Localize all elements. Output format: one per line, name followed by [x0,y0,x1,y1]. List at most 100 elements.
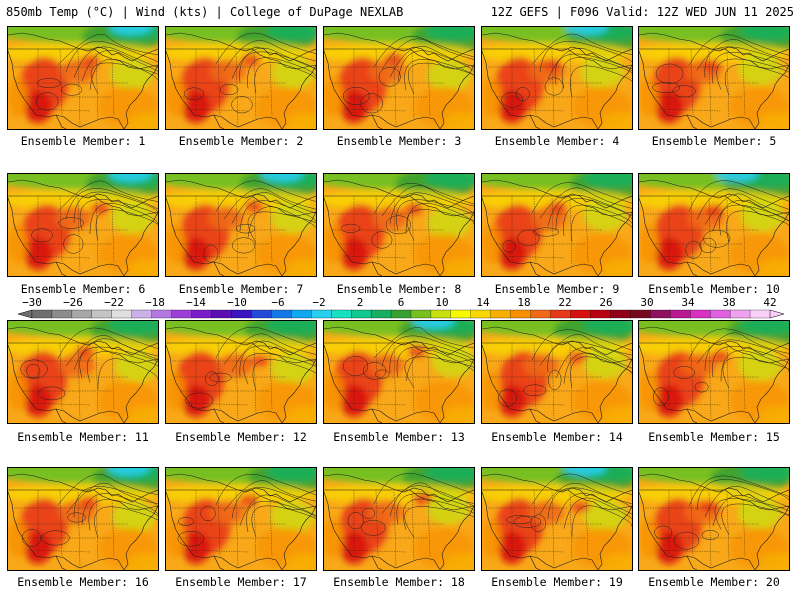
boundary-line [666,261,698,276]
temperature-blob [270,500,315,533]
ensemble-member-map [481,26,633,130]
isotach-loop [360,93,383,114]
isotach-loop [235,223,256,234]
isotach-line [722,357,789,389]
state-line [185,255,249,259]
isotach-line [688,475,789,507]
ensemble-member-map [7,173,159,277]
colorbar-tick-label: −30 [22,296,42,309]
temperature-blob [582,321,632,335]
temperature-map [8,468,158,570]
boundary-line [35,555,67,570]
colorbar-swatch [350,309,372,319]
temperature-blob [109,27,153,35]
isotach-line [555,492,632,525]
isotach-line [531,329,632,361]
isotach-line [688,180,789,212]
state-line [185,549,249,553]
boundary-line [482,489,632,511]
boundary-line [371,555,441,570]
state-line [269,58,273,116]
temperature-blob [324,224,344,264]
colorbar-swatch [550,309,571,319]
boundary-line [439,211,474,276]
temperature-map [166,174,316,276]
isotach-line [547,194,632,226]
colorbar-swatch [450,309,472,319]
temperature-shading [324,27,474,129]
temperature-map [8,174,158,276]
isotach-line [88,499,158,531]
colorbar-tick-label: 6 [398,296,405,309]
isotach-loop [513,515,542,528]
temperature-blob [482,371,502,411]
temperature-blob [444,112,474,129]
isotach-line [247,57,316,89]
isotach-loop [58,217,84,229]
boundary-line [482,48,632,70]
boundary-line [597,64,632,129]
temperature-map [639,321,789,423]
isotach-loop [701,530,719,540]
ensemble-member-map [165,173,317,277]
temperature-blob [368,59,405,83]
boundary-line [482,344,511,410]
isotach-line [561,57,632,89]
isotach-loop [515,87,530,102]
ensemble-member-label: Ensemble Member: 19 [491,575,623,589]
boundary-line [324,489,474,511]
ensemble-member-map [638,26,790,130]
isotach-line [696,479,789,511]
temperature-blob [286,259,316,276]
boundary-line [324,179,474,209]
state-line [726,199,730,267]
geography-lines [166,179,316,276]
colorbar-swatch [710,309,731,319]
boundary-line [509,261,541,276]
boundary-line [482,342,632,364]
isotach-loop [220,84,239,96]
boundary-line [193,261,225,276]
colorbar-swatch [490,309,512,319]
ensemble-member-label: Ensemble Member: 18 [333,575,465,589]
temperature-blob [166,224,186,264]
colorbar-tick-label: 2 [357,296,364,309]
isotach-loop [26,363,41,379]
geography-lines [8,32,158,129]
isotach-loop [652,82,681,93]
temperature-shading [166,174,316,276]
temperature-blob [580,55,625,88]
isotach-line [720,350,789,382]
isotach-line [397,50,474,82]
wind-contours [653,328,789,406]
boundary-line [666,114,698,129]
temperature-blob [737,348,782,381]
isotach-line [81,493,158,525]
boundary-line [123,211,158,276]
temperature-blob [680,353,717,377]
boundary-line [8,179,158,209]
boundary-line [55,408,125,423]
temperature-blob [759,553,789,570]
boundary-line [123,358,158,423]
isotach-line [373,327,474,359]
wind-contours [685,180,789,259]
ensemble-member-map [638,173,790,277]
boundary-line [639,342,789,364]
isotach-line [65,482,158,514]
isotach-line [215,326,316,358]
boundary-line [371,261,441,276]
isotach-line [704,486,789,518]
isotach-line [247,206,316,238]
isotach-loop [20,359,48,379]
state-line [59,48,63,116]
boundary-line [8,50,37,116]
temperature-map [324,27,474,129]
ensemble-member-map [323,467,475,571]
state-line [658,108,722,112]
colorbar-tick-label: 38 [722,296,735,309]
geography-lines [166,32,316,129]
boundary-line [281,64,316,129]
temperature-shading [166,321,316,423]
boundary-line [166,473,316,503]
